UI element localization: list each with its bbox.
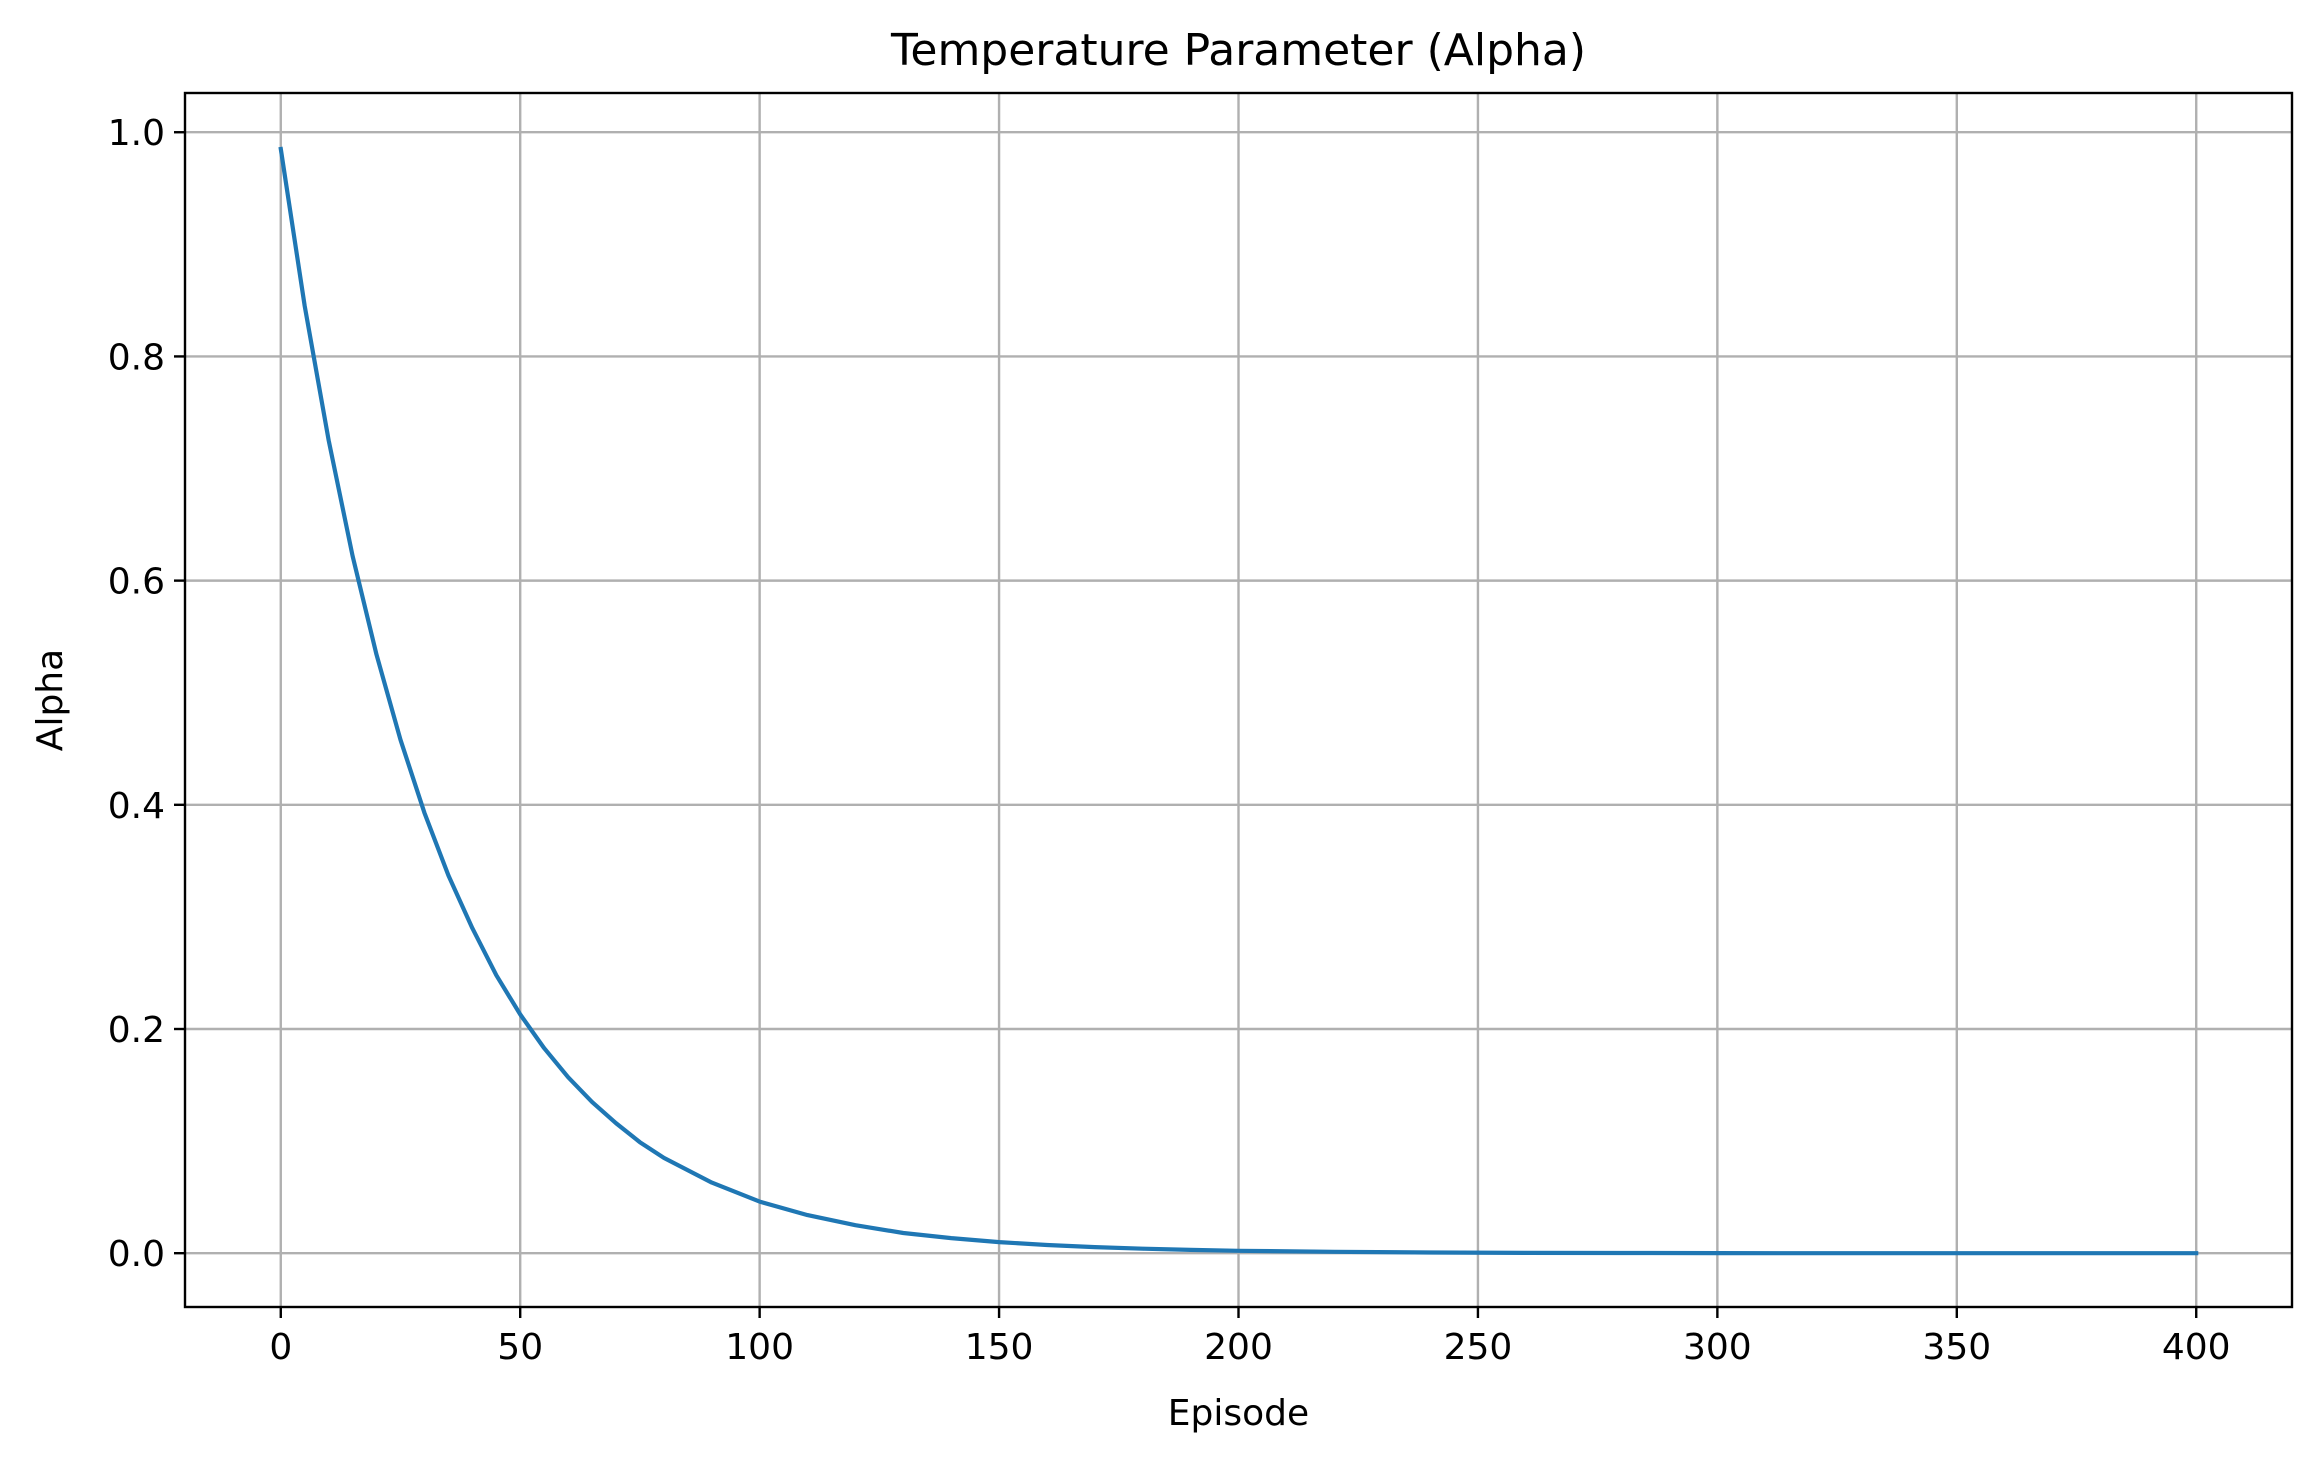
chart-title: Temperature Parameter (Alpha) — [890, 25, 1586, 76]
x-tick-label: 150 — [965, 1327, 1034, 1368]
x-tick-label: 350 — [1922, 1327, 1991, 1368]
y-tick-label: 0.6 — [108, 562, 165, 603]
y-axis-label: Alpha — [30, 649, 71, 751]
ticks: 0 50 100 150 200 250 300 350 400 0.0 0.2 0.4 0.6 0.8 1… — [108, 113, 2231, 1368]
x-tick-label: 50 — [497, 1327, 543, 1368]
y-tick-label: 1.0 — [108, 113, 165, 154]
x-tick-label: 100 — [725, 1327, 794, 1368]
series-layer — [278, 146, 2199, 1256]
x-tick-label: 300 — [1683, 1327, 1752, 1368]
y-tick-label: 0.8 — [108, 337, 165, 378]
x-axis-label: Episode — [1168, 1393, 1309, 1434]
x-tick-label: 400 — [2162, 1327, 2231, 1368]
x-tick-label: 200 — [1204, 1327, 1273, 1368]
y-tick-label: 0.0 — [108, 1234, 165, 1275]
x-tick-label: 0 — [269, 1327, 292, 1368]
y-tick-label: 0.4 — [108, 786, 165, 827]
series-line — [278, 146, 2199, 1256]
x-tick-label: 250 — [1444, 1327, 1513, 1368]
y-tick-label: 0.2 — [108, 1010, 165, 1051]
